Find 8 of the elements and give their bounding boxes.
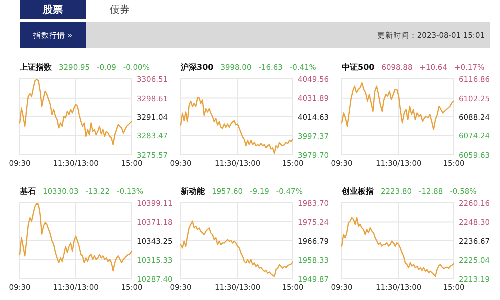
text: 债券 bbox=[110, 4, 130, 16]
chart-title: 新动能 bbox=[180, 186, 206, 196]
chart-title: 基石 bbox=[19, 187, 36, 196]
chart-title: 创业板指 bbox=[341, 187, 374, 196]
chart-title: 上证指数 bbox=[19, 63, 53, 72]
chart-title: 中证500 bbox=[342, 63, 376, 72]
text: 股票 bbox=[42, 4, 63, 16]
chart-title: 沪深300 bbox=[180, 62, 214, 72]
